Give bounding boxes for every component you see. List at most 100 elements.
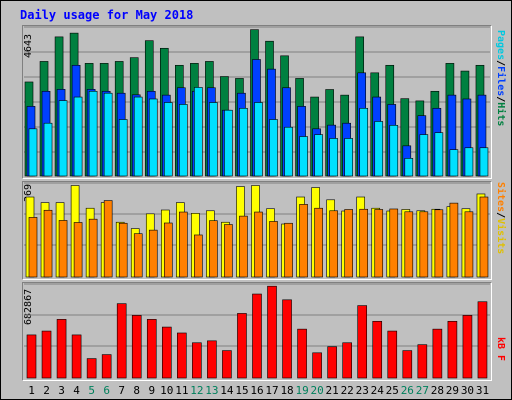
- bar-pages-day-23: [359, 107, 369, 177]
- bar-pages-day-11: [179, 104, 188, 177]
- bar-pages-day-24: [374, 121, 384, 177]
- bar-sites-day-22: [344, 209, 353, 278]
- bar-pages-day-1: [28, 128, 38, 177]
- bar-sites-day-7: [118, 222, 128, 278]
- bar-sites-day-8: [133, 233, 143, 278]
- bar-kbytes-day-24: [372, 320, 383, 379]
- day-label-6: 6: [103, 384, 110, 397]
- bar-sites-day-29: [449, 202, 459, 278]
- bar-pages-day-4: [73, 96, 83, 177]
- bar-kbytes-day-3: [56, 319, 67, 379]
- bar-pages-day-30: [464, 147, 474, 177]
- bar-sites-day-19: [299, 204, 308, 278]
- bar-sites-day-2: [43, 209, 53, 278]
- bar-sites-day-10: [163, 222, 173, 278]
- bar-pages-day-31: [479, 147, 489, 177]
- bar-sites-day-16: [254, 211, 263, 278]
- day-label-15: 15: [235, 384, 248, 397]
- bar-sites-day-11: [179, 211, 188, 278]
- bar-kbytes-day-13: [207, 340, 217, 379]
- bar-sites-day-24: [374, 209, 384, 278]
- bar-pages-day-25: [389, 124, 399, 177]
- bar-kbytes-day-30: [462, 315, 473, 379]
- bar-pages-day-2: [43, 122, 53, 177]
- bar-kbytes-day-23: [357, 305, 368, 379]
- bar-kbytes-day-2: [41, 330, 52, 379]
- bar-sites-day-3: [58, 220, 68, 278]
- bar-kbytes-day-9: [146, 319, 157, 379]
- day-label-19: 19: [295, 384, 308, 397]
- bar-pages-day-26: [404, 158, 414, 177]
- bar-pages-day-10: [163, 102, 173, 177]
- day-label-26: 26: [401, 384, 414, 397]
- day-label-24: 24: [371, 384, 385, 397]
- day-label-13: 13: [205, 384, 218, 397]
- bar-kbytes-day-15: [237, 313, 247, 379]
- bar-sites-day-30: [464, 211, 474, 278]
- bar-sites-day-21: [329, 210, 338, 278]
- day-label-2: 2: [43, 384, 50, 397]
- day-label-10: 10: [160, 384, 173, 397]
- day-label-11: 11: [175, 384, 188, 397]
- bar-sites-day-23: [359, 208, 369, 278]
- bar-pages-day-21: [329, 138, 338, 177]
- bar-kbytes-day-26: [402, 350, 413, 379]
- day-label-9: 9: [148, 384, 155, 397]
- day-label-29: 29: [446, 384, 459, 397]
- bar-kbytes-day-19: [297, 328, 307, 379]
- bar-sites-day-18: [284, 222, 293, 278]
- bar-pages-day-5: [88, 90, 98, 177]
- bar-kbytes-day-20: [312, 352, 322, 379]
- bar-pages-day-7: [118, 119, 128, 177]
- bar-pages-day-15: [239, 107, 248, 177]
- day-label-16: 16: [250, 384, 263, 397]
- day-label-25: 25: [386, 384, 399, 397]
- bar-pages-day-3: [58, 100, 68, 177]
- day-label-1: 1: [28, 384, 35, 397]
- day-label-23: 23: [356, 384, 369, 397]
- bar-sites-day-4: [73, 222, 83, 278]
- bar-kbytes-day-22: [342, 342, 352, 379]
- day-label-5: 5: [88, 384, 95, 397]
- bar-kbytes-day-29: [447, 320, 458, 379]
- bar-kbytes-day-10: [161, 326, 172, 379]
- bar-sites-day-9: [148, 229, 158, 278]
- day-label-30: 30: [461, 384, 474, 397]
- bar-kbytes-day-7: [116, 303, 127, 379]
- bar-kbytes-day-8: [131, 315, 142, 379]
- bar-pages-day-19: [299, 136, 308, 177]
- bar-kbytes-day-25: [387, 330, 398, 379]
- bar-kbytes-day-27: [417, 344, 428, 379]
- bar-kbytes-day-18: [282, 299, 292, 379]
- bar-sites-day-1: [28, 217, 38, 278]
- bar-sites-day-25: [389, 208, 399, 278]
- bar-sites-day-28: [434, 209, 444, 278]
- day-label-14: 14: [220, 384, 234, 397]
- bar-sites-day-27: [419, 211, 429, 278]
- bar-pages-day-13: [209, 102, 218, 177]
- bar-kbytes-day-31: [477, 301, 488, 379]
- bar-kbytes-day-21: [327, 346, 337, 379]
- bar-sites-day-14: [224, 224, 233, 278]
- bar-pages-day-20: [314, 134, 323, 177]
- bar-kbytes-day-5: [86, 358, 97, 379]
- bar-pages-day-6: [103, 92, 113, 177]
- bar-pages-day-27: [419, 134, 429, 177]
- bar-sites-day-26: [404, 211, 414, 278]
- day-label-31: 31: [476, 384, 489, 397]
- bar-kbytes-day-4: [71, 334, 82, 379]
- bar-kbytes-day-17: [267, 285, 277, 379]
- bar-sites-day-5: [88, 218, 98, 278]
- day-label-21: 21: [326, 384, 339, 397]
- bar-pages-day-14: [224, 109, 233, 177]
- bar-sites-day-31: [479, 196, 489, 278]
- bar-kbytes-day-1: [26, 334, 37, 379]
- day-label-28: 28: [431, 384, 444, 397]
- bar-pages-day-28: [434, 132, 444, 177]
- bar-pages-day-18: [284, 126, 293, 177]
- bar-pages-day-16: [254, 102, 263, 177]
- chart-title: Daily usage for May 2018: [20, 8, 194, 22]
- bar-sites-day-12: [194, 234, 203, 278]
